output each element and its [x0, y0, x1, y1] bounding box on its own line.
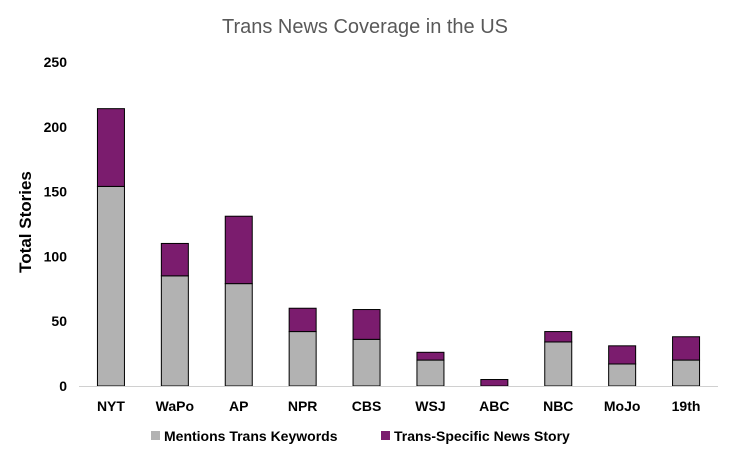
- x-tick-label: CBS: [352, 398, 382, 414]
- bar-segment-trans-specific-nbc: [544, 331, 573, 343]
- bar-segment-trans-specific-wsj: [416, 351, 445, 361]
- y-tick-label: 50: [51, 313, 67, 329]
- x-tick-label: NPR: [288, 398, 318, 414]
- x-tick-label: MoJo: [604, 398, 641, 414]
- legend-label: Trans-Specific News Story: [394, 428, 570, 444]
- legend-swatch: [151, 431, 160, 440]
- bar-segment-trans-specific-abc: [480, 379, 509, 387]
- x-tick-label: NYT: [97, 398, 125, 414]
- x-tick-label: AP: [229, 398, 248, 414]
- bar-segment-keywords-ap: [224, 283, 253, 387]
- bar-segment-keywords-cbs: [352, 338, 381, 387]
- bar-segment-trans-specific-cbs: [352, 309, 381, 340]
- x-tick-label: 19th: [672, 398, 701, 414]
- bar-segment-keywords-npr: [288, 331, 317, 387]
- bar-segment-keywords-nbc: [544, 341, 573, 387]
- x-tick-label: ABC: [479, 398, 509, 414]
- bar-segment-keywords-mojo: [608, 363, 637, 387]
- y-tick-label: 100: [44, 248, 68, 264]
- bars: [96, 108, 701, 387]
- bar-segment-trans-specific-nyt: [96, 108, 125, 187]
- y-axis-label: Total Stories: [16, 171, 35, 273]
- bar-segment-trans-specific-mojo: [608, 345, 637, 365]
- chart-title: Trans News Coverage in the US: [222, 16, 508, 38]
- bar-segment-trans-specific-wapo: [160, 242, 189, 277]
- bar-segment-trans-specific-ap: [224, 215, 253, 285]
- bar-segment-keywords-19th: [672, 359, 701, 387]
- y-tick-label: 200: [44, 119, 68, 135]
- legend: Mentions Trans Keywords Trans-Specific Ne…: [151, 428, 570, 444]
- legend-label: Mentions Trans Keywords: [164, 428, 338, 444]
- bar-segment-keywords-wapo: [160, 275, 189, 387]
- y-axis-ticks: 0 50 100 150 200 250: [44, 54, 68, 394]
- legend-swatch: [381, 431, 390, 440]
- y-tick-label: 250: [44, 54, 68, 70]
- bar-segment-keywords-nyt: [96, 185, 125, 387]
- y-tick-label: 150: [44, 184, 68, 200]
- bar-segment-trans-specific-npr: [288, 307, 317, 333]
- x-tick-label: WSJ: [415, 398, 445, 414]
- y-tick-label: 0: [59, 378, 67, 394]
- x-tick-label: WaPo: [156, 398, 194, 414]
- x-tick-label: NBC: [543, 398, 573, 414]
- x-axis-ticks: NYT WaPo AP NPR CBS WSJ ABC NBC MoJo 19th: [97, 398, 700, 414]
- bar-segment-trans-specific-19th: [672, 336, 701, 361]
- bar-segment-keywords-wsj: [416, 359, 445, 387]
